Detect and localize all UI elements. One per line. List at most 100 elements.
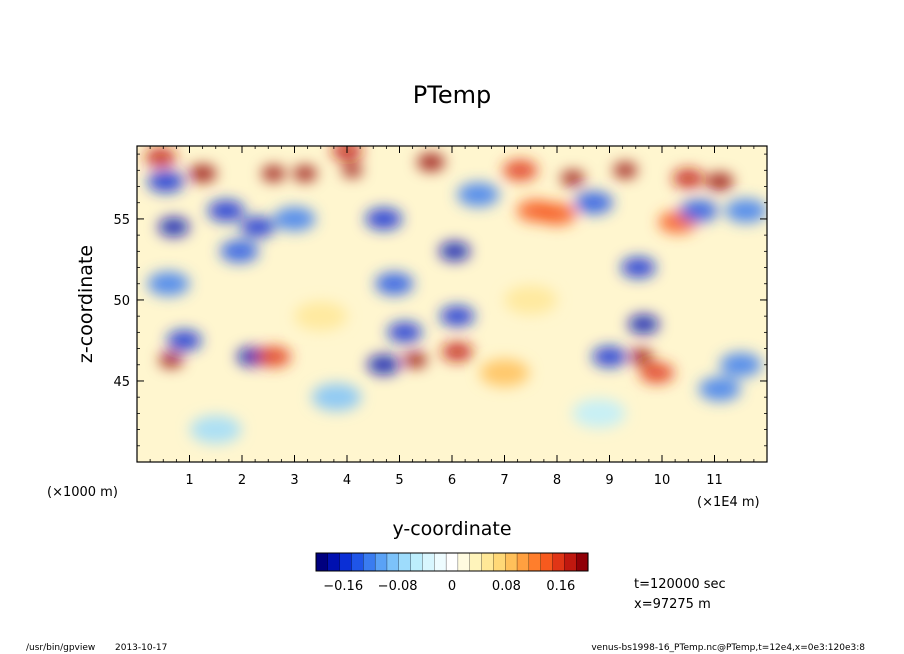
field-anomaly-7 <box>207 200 245 222</box>
colorbar-cell <box>445 552 459 572</box>
colorbar-cell <box>576 552 589 572</box>
field-anomaly-9 <box>240 216 276 238</box>
colorbar-cell <box>540 552 554 572</box>
field-anomaly-48 <box>504 285 558 315</box>
colorbar-tick-label: 0 <box>448 579 456 594</box>
x-tick-label: 11 <box>706 473 723 488</box>
field-anomaly-35 <box>629 348 653 365</box>
field-anomaly-19 <box>387 322 423 343</box>
field-anomaly-8 <box>220 240 259 263</box>
field-anomaly-2 <box>147 271 190 296</box>
colorbar-frame <box>315 552 589 572</box>
colorbar-cell <box>315 552 329 572</box>
colorbar-cell <box>374 552 388 572</box>
colorbar-cell <box>422 552 435 572</box>
x-tick-label: 4 <box>343 473 351 488</box>
position-label: x=97275 m <box>634 597 711 612</box>
colorbar-cell <box>493 552 506 572</box>
field-anomaly-21 <box>367 354 401 375</box>
field-anomaly-23 <box>439 241 471 261</box>
field-anomaly-12 <box>261 165 286 182</box>
x-axis-label: y-coordinate <box>392 518 511 540</box>
x-ticks: 1 2 3 4 5 6 7 8 9 10 11 <box>149 146 755 488</box>
field-anomaly-26 <box>457 182 500 207</box>
y-axis-label: z-coordinate <box>75 245 97 363</box>
colorbar-cell <box>327 552 341 572</box>
field-anomaly-20 <box>403 352 428 368</box>
colorbar-cell <box>363 552 376 572</box>
field-anomaly-29 <box>560 170 585 187</box>
colorbar-cell <box>481 552 494 572</box>
colorbar-tick-label: −0.08 <box>378 579 418 594</box>
colorbar-cell <box>386 552 400 572</box>
source-label: venus-bs1998-16_PTemp.nc@PTemp,t=12e4,x=… <box>591 643 865 653</box>
field-anomaly-15 <box>342 163 363 178</box>
colorbar-cell <box>398 552 412 572</box>
field-anomaly-33 <box>621 257 656 278</box>
x-tick-label: 1 <box>185 473 193 488</box>
field-anomaly-32 <box>613 162 638 179</box>
field-anomaly-44 <box>719 352 762 377</box>
field-anomaly-45 <box>311 383 362 411</box>
field-anomaly-17 <box>365 208 403 230</box>
time-label: t=120000 sec <box>634 577 726 592</box>
chart-title: PTemp <box>413 81 491 109</box>
y-tick-label: 45 <box>113 375 130 390</box>
field-anomaly-37 <box>639 362 675 384</box>
colorbar-ticks: −0.16 −0.08 0 0.08 0.16 <box>323 579 575 594</box>
heatmap-field <box>145 146 767 444</box>
y-tick-label: 50 <box>113 294 130 309</box>
field-anomaly-43 <box>698 377 741 402</box>
colorbar-cells <box>315 552 589 572</box>
x-tick-label: 3 <box>290 473 298 488</box>
field-anomaly-42 <box>725 198 767 223</box>
field-anomaly-36 <box>592 346 627 367</box>
date-label: 2013-10-17 <box>115 643 167 653</box>
field-anomaly-38 <box>672 168 704 188</box>
field-anomaly-30 <box>537 202 577 226</box>
colorbar-cell <box>505 552 518 572</box>
field-anomaly-24 <box>439 305 475 327</box>
field-anomaly-4 <box>159 352 183 368</box>
colorbar-cell <box>528 552 542 572</box>
field-anomaly-6 <box>188 164 217 183</box>
colorbar-cell <box>351 552 364 572</box>
field-anomaly-47 <box>294 301 348 331</box>
colorbar-cell <box>410 552 423 572</box>
field-anomaly-25 <box>441 342 473 362</box>
field-anomaly-22 <box>417 153 445 171</box>
colorbar-tick-label: −0.16 <box>323 579 363 594</box>
field-anomaly-0 <box>147 170 185 193</box>
colorbar: −0.16 −0.08 0 0.08 0.16 <box>315 552 589 594</box>
field-anomaly-31 <box>574 191 613 214</box>
colorbar-cell <box>457 552 471 572</box>
field-anomaly-3 <box>166 330 202 351</box>
plot-background <box>137 146 767 462</box>
x-tick-label: 8 <box>553 473 561 488</box>
field-anomaly-14 <box>273 206 316 231</box>
colorbar-cell <box>434 552 447 572</box>
colorbar-cell <box>516 552 530 572</box>
y-tick-label: 55 <box>113 213 130 228</box>
field-anomaly-41 <box>679 199 718 223</box>
field-anomaly-1 <box>158 217 190 237</box>
y-ticks: 45 50 55 <box>113 153 767 447</box>
colorbar-cell <box>469 552 483 572</box>
field-anomaly-34 <box>628 314 660 334</box>
field-anomaly-16 <box>331 146 363 161</box>
x-tick-label: 6 <box>448 473 456 488</box>
colorbar-tick-label: 0.16 <box>546 579 575 594</box>
colorbar-cell <box>564 552 577 572</box>
field-anomaly-18 <box>375 272 414 295</box>
x-tick-label: 2 <box>238 473 246 488</box>
field-anomaly-50 <box>572 398 626 428</box>
field-anomaly-5 <box>145 147 177 167</box>
program-label: /usr/bin/gpview <box>26 643 95 653</box>
colorbar-tick-label: 0.08 <box>492 579 521 594</box>
field-anomaly-27 <box>502 160 538 181</box>
x-tick-label: 10 <box>654 473 671 488</box>
y-unit-label: (×1000 m) <box>47 485 118 500</box>
field-anomaly-11 <box>256 346 291 367</box>
x-unit-label: (×1E4 m) <box>697 495 760 510</box>
